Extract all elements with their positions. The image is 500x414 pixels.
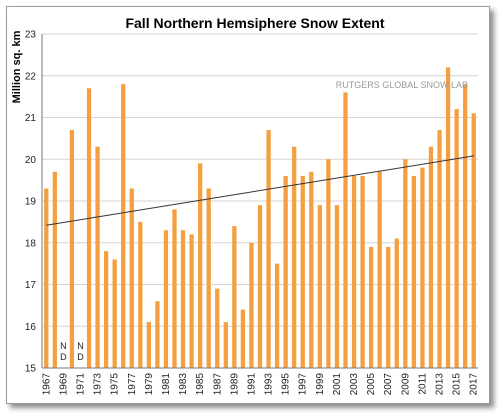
bars: [44, 67, 476, 369]
x-tick-label: 2001: [332, 373, 343, 396]
x-tick-label: 1969: [58, 373, 69, 396]
bar: [403, 159, 408, 368]
bar: [44, 188, 49, 368]
bar: [112, 259, 117, 368]
x-tick-label: 1987: [212, 373, 223, 396]
chart-title: Fall Northern Hemsiphere Snow Extent: [125, 15, 384, 31]
bar: [223, 322, 228, 368]
x-tick-label: 2007: [383, 373, 394, 396]
x-tick-label: 1983: [178, 373, 189, 396]
watermark: RUTGERS GLOBAL SNOW LAB: [336, 80, 468, 90]
x-tick-label: 2003: [349, 373, 360, 396]
y-tick-label: 17: [25, 280, 37, 291]
bar: [146, 322, 151, 368]
bar: [454, 109, 459, 369]
x-tick-label: 2005: [366, 373, 377, 396]
y-axis-label: Million sq. km: [11, 30, 23, 103]
bar: [129, 188, 134, 368]
bar: [52, 171, 57, 368]
bar: [240, 309, 246, 368]
bar: [163, 230, 169, 368]
x-tick-label: 1975: [110, 373, 121, 396]
bar: [274, 263, 280, 368]
bar: [463, 84, 468, 368]
x-tick-label: 2009: [400, 373, 411, 396]
no-data-label: N: [60, 341, 67, 351]
bar: [232, 226, 237, 368]
x-tick-label: 1979: [144, 373, 155, 396]
bar: [386, 246, 391, 368]
bar: [215, 288, 220, 368]
bar: [189, 234, 194, 368]
x-tick-label: 1971: [75, 373, 86, 396]
bar: [471, 113, 476, 368]
y-tick-label: 19: [25, 197, 37, 208]
x-tick-label: 2017: [469, 373, 480, 396]
x-tick-label: 1989: [229, 373, 240, 396]
bar: [69, 130, 75, 368]
x-tick-label: 1985: [195, 373, 206, 396]
bar: [206, 188, 211, 368]
y-tick-label: 16: [25, 322, 37, 333]
x-tick-label: 2015: [452, 373, 463, 396]
x-tick-label: 1997: [298, 373, 309, 396]
trend-layer: [46, 155, 474, 226]
y-tick-label: 21: [25, 113, 37, 124]
bar: [257, 205, 263, 368]
x-tick-label: 1967: [41, 373, 52, 396]
x-tick-label: 2011: [417, 373, 428, 395]
x-tick-label: 2013: [435, 373, 446, 396]
x-tick-label: 1973: [93, 373, 104, 396]
x-tick-label: 1991: [246, 373, 257, 396]
x-tick-label: 1999: [315, 373, 326, 396]
axes: [41, 34, 478, 369]
bar: [326, 159, 331, 368]
x-tick-label: 1993: [264, 373, 275, 396]
no-data-label: N: [77, 341, 84, 351]
y-tick-label: 15: [25, 364, 37, 375]
bar: [249, 242, 254, 368]
bar: [155, 301, 160, 368]
bar: [343, 92, 348, 368]
y-tick-label: 23: [25, 30, 37, 41]
chart-frame: [6, 6, 490, 404]
bar: [300, 175, 305, 368]
bar: [86, 88, 92, 369]
bar: [309, 171, 314, 368]
bar: [369, 246, 374, 368]
bar: [351, 175, 357, 368]
bar: [172, 209, 177, 368]
bar: [283, 175, 288, 368]
bar: [180, 230, 186, 368]
bar: [121, 84, 126, 368]
bar: [103, 251, 109, 368]
bar: [266, 130, 271, 368]
y-tick-label: 18: [25, 238, 37, 249]
bar: [198, 163, 203, 368]
bar: [437, 130, 442, 368]
bar: [420, 167, 425, 368]
bar: [428, 146, 434, 368]
y-tick-label: 20: [25, 155, 37, 166]
trend-line: [46, 155, 474, 226]
x-tick-label: 1977: [127, 373, 138, 396]
bar: [292, 146, 297, 368]
bar: [317, 205, 322, 368]
bar: [95, 146, 100, 368]
no-data-label: D: [60, 352, 67, 362]
bar: [377, 171, 382, 368]
bar: [394, 238, 399, 368]
x-tick-label: 1995: [281, 373, 292, 396]
bar: [411, 175, 417, 368]
no-data-label: D: [77, 352, 84, 362]
bar: [360, 175, 365, 368]
bar: [334, 205, 340, 368]
y-tick-label: 22: [25, 71, 37, 82]
x-tick-label: 1981: [161, 373, 172, 396]
bar: [445, 67, 451, 369]
bar: [138, 221, 143, 368]
